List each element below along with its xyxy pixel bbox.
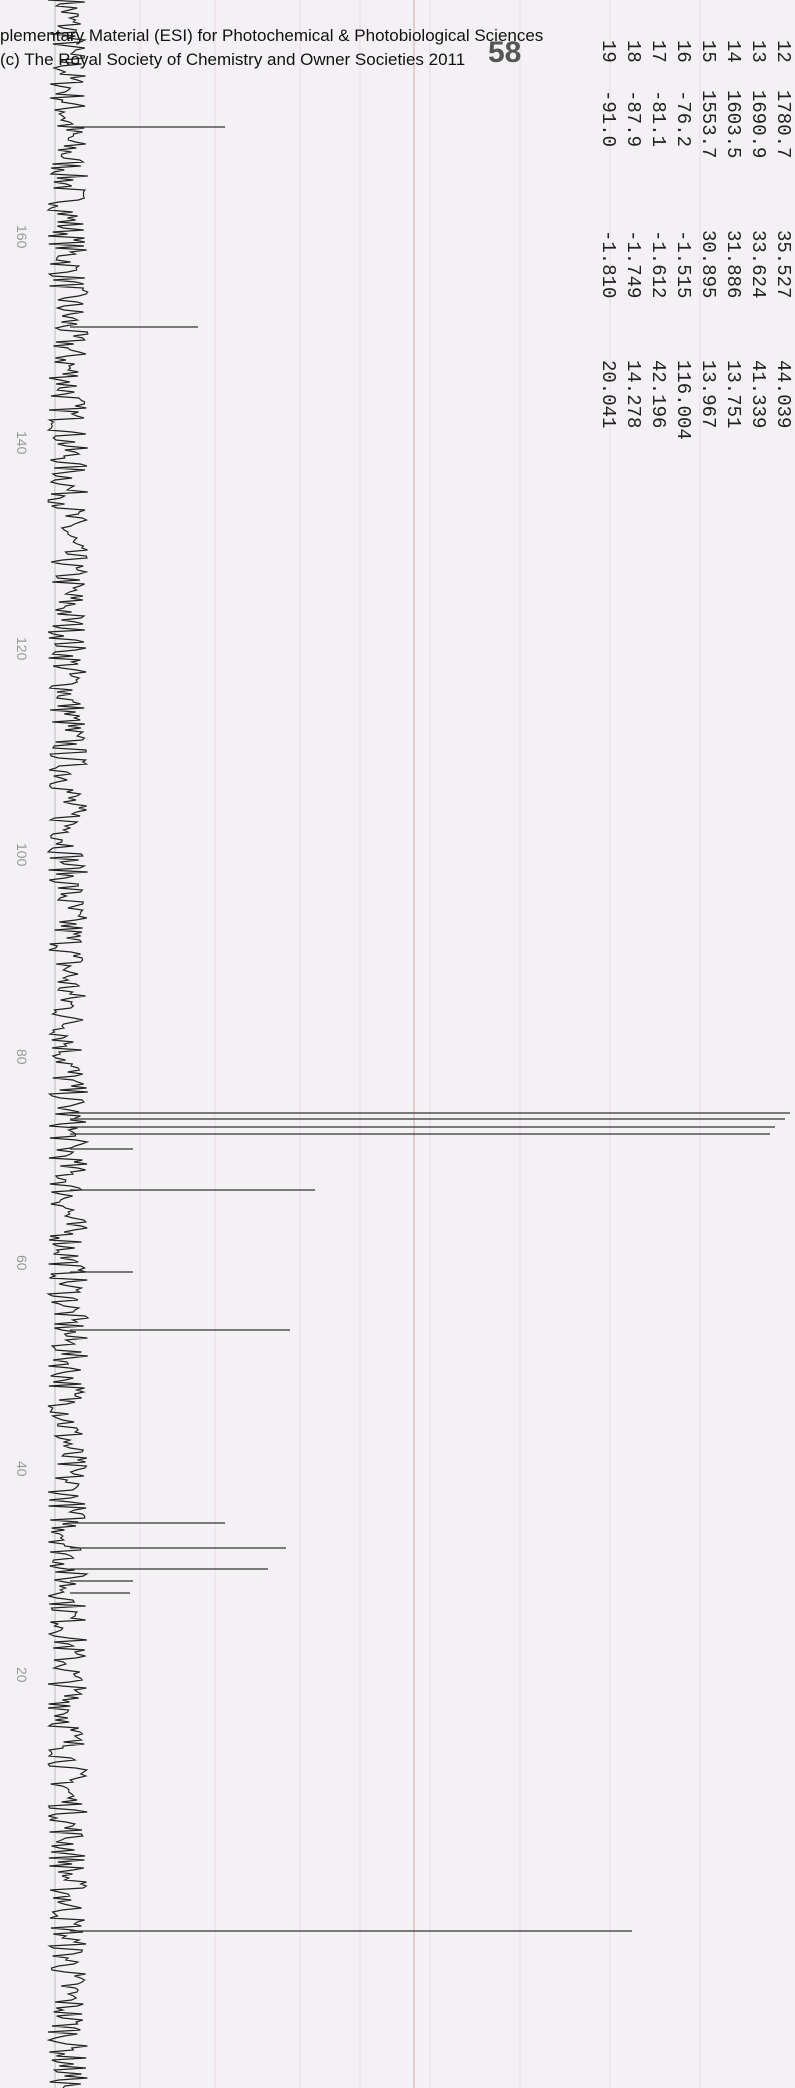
header-line: (c) The Royal Society of Chemistry and O… bbox=[0, 50, 466, 69]
peak-cell: 1553.7 bbox=[697, 90, 719, 159]
peak-cell: 33.624 bbox=[747, 230, 769, 299]
peak-cell: 20.041 bbox=[597, 360, 619, 429]
peak-cell: -87.9 bbox=[622, 90, 644, 148]
peak-cell: -76.2 bbox=[672, 90, 694, 148]
peak-cell: 17 bbox=[647, 40, 669, 63]
peak-cell: 1780.7 bbox=[772, 90, 794, 159]
peak-cell: 31.886 bbox=[722, 230, 744, 299]
peak-cell: 14 bbox=[722, 40, 744, 63]
peak-cell: 44.039 bbox=[772, 360, 794, 429]
peak-cell: 41.339 bbox=[747, 360, 769, 429]
peak-cell: 1690.9 bbox=[747, 90, 769, 159]
peak-cell: 42.196 bbox=[647, 360, 669, 429]
peak-cell: 13.967 bbox=[697, 360, 719, 429]
header-line: plementary Material (ESI) for Photochemi… bbox=[0, 26, 544, 45]
axis-label: 160 bbox=[14, 225, 30, 249]
peak-cell: -1.515 bbox=[672, 230, 694, 299]
peak-cell: 116.004 bbox=[672, 360, 694, 440]
peak-cell: -1.612 bbox=[647, 230, 669, 299]
peak-cell: 18 bbox=[622, 40, 644, 63]
peak-cell: 19 bbox=[597, 40, 619, 63]
peak-cell: -91.0 bbox=[597, 90, 619, 148]
peak-cell: 35.527 bbox=[772, 230, 794, 299]
peak-cell: 13.751 bbox=[722, 360, 744, 429]
peak-cell: 12 bbox=[772, 40, 794, 63]
peak-cell: 13 bbox=[747, 40, 769, 63]
peak-cell: 30.895 bbox=[697, 230, 719, 299]
axis-label: 120 bbox=[14, 637, 30, 661]
peak-cell: 1603.5 bbox=[722, 90, 744, 159]
axis-label: 140 bbox=[14, 431, 30, 455]
peak-cell: -1.749 bbox=[622, 230, 644, 299]
peak-cell: 15 bbox=[697, 40, 719, 63]
peak-cell: 16 bbox=[672, 40, 694, 63]
peak-cell: 14.278 bbox=[622, 360, 644, 429]
axis-label: 100 bbox=[14, 843, 30, 867]
axis-label: 80 bbox=[14, 1049, 30, 1065]
axis-label: 60 bbox=[14, 1255, 30, 1271]
axis-label: 40 bbox=[14, 1461, 30, 1477]
page-number: 58 bbox=[488, 36, 522, 69]
baseline-noise bbox=[46, 0, 90, 2088]
peak-cell: -1.810 bbox=[597, 230, 619, 299]
peak-cell: -81.1 bbox=[647, 90, 669, 148]
axis-label: 20 bbox=[14, 1667, 30, 1683]
